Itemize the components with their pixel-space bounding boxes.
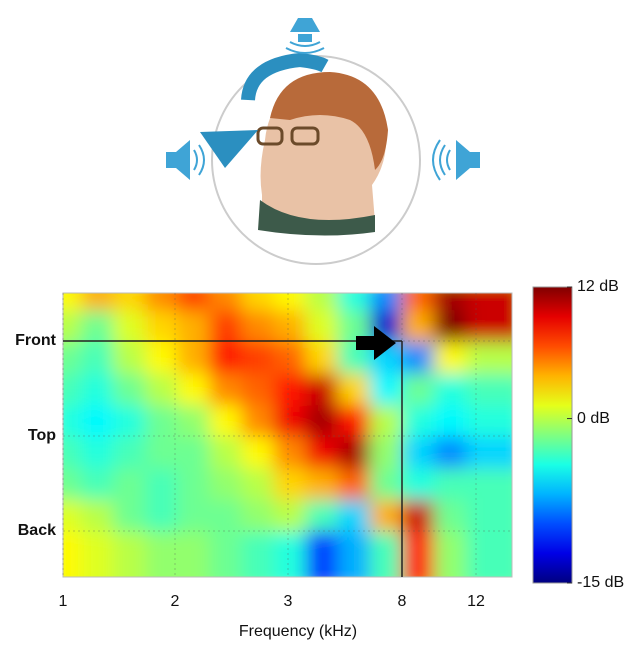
x-axis-label: Frequency (kHz) <box>239 623 357 640</box>
y-tick-label: Front <box>15 332 57 349</box>
colorbar <box>533 287 572 583</box>
x-tick-label: 2 <box>171 593 180 610</box>
figure: 123812FrontTopBack12 dB0 dB-15 dB Freque… <box>0 0 639 645</box>
y-tick-label: Top <box>28 427 56 444</box>
colorbar-tick-label: 12 dB <box>577 278 619 295</box>
colorbar-tick-label: 0 dB <box>577 410 610 427</box>
x-tick-label: 8 <box>398 593 407 610</box>
x-tick-label: 3 <box>284 593 293 610</box>
colorbar-tick-label: -15 dB <box>577 574 624 591</box>
y-tick-label: Back <box>18 522 56 539</box>
x-tick-label: 12 <box>467 593 485 610</box>
x-tick-label: 1 <box>59 593 68 610</box>
head-illustration <box>166 18 480 264</box>
heatmap-cell <box>466 531 526 591</box>
